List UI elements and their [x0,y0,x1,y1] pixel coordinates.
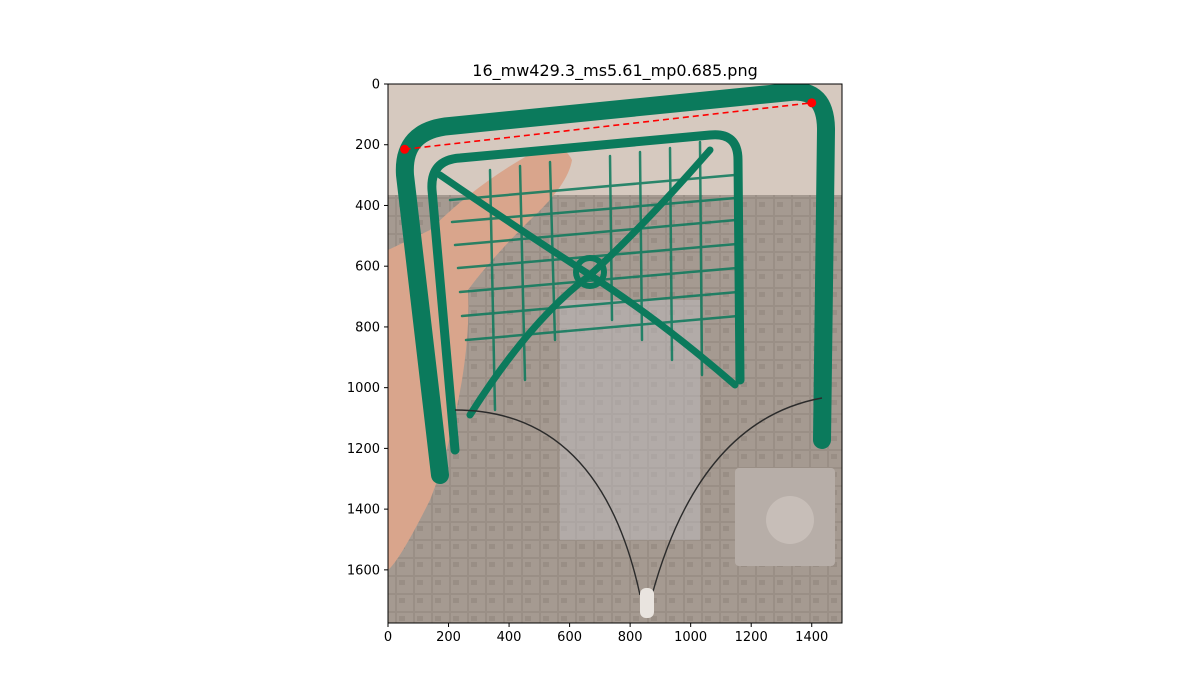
knot [640,588,654,618]
basket [395,84,835,484]
y-tick-label: 400 [355,199,380,214]
x-tick-label: 400 [497,630,522,645]
y-tick-label: 600 [355,260,380,275]
y-tick-label: 800 [355,320,380,335]
scatter-point [807,98,817,108]
plot-frame [387,83,843,624]
x-tick-label: 800 [618,630,643,645]
y-tick-label: 200 [355,138,380,153]
x-axis: 0 200 400 600 800 1000 1200 1400 [384,623,828,645]
x-tick-label: 1400 [795,630,828,645]
hanging-wire [454,397,823,596]
scatter-point [400,144,410,154]
x-tick-label: 0 [384,630,392,645]
x-tick-label: 200 [436,630,461,645]
y-tick-label: 1600 [347,563,380,578]
y-tick-label: 1000 [347,381,380,396]
x-tick-label: 1000 [674,630,707,645]
wall-socket [735,468,835,566]
dashed-line [404,102,812,151]
overlay-layer [400,98,817,154]
y-axis: 0 200 400 600 800 1000 1200 1400 1600 [347,78,388,578]
background-photo [388,84,842,623]
x-tick-label: 1200 [735,630,768,645]
chart-title: 16_mw429.3_ms5.61_mp0.685.png [472,61,757,81]
y-tick-label: 1400 [347,503,380,518]
x-tick-label: 600 [557,630,582,645]
y-tick-label: 1200 [347,442,380,457]
y-tick-label: 0 [372,78,380,93]
